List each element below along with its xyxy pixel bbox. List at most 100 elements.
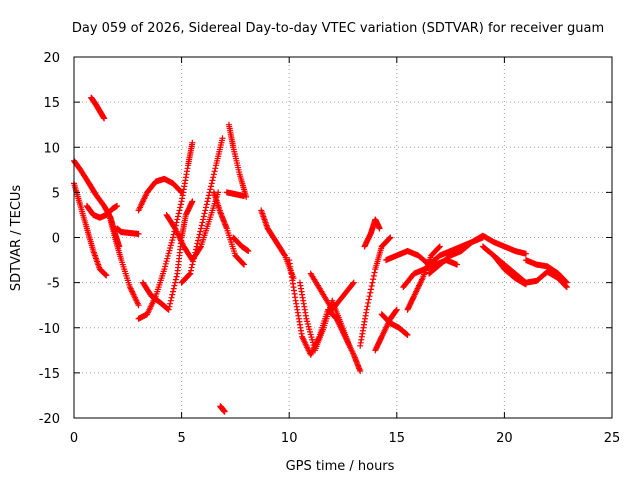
data-point — [196, 231, 203, 238]
data-point — [367, 286, 374, 293]
data-point — [195, 237, 202, 244]
data-point — [177, 204, 184, 211]
data-point — [200, 213, 207, 220]
y-tick-label: 10 — [43, 141, 60, 156]
y-tick-label: 15 — [43, 96, 60, 111]
data-point — [189, 139, 196, 146]
data-point — [454, 261, 461, 268]
data-point — [204, 198, 211, 205]
data-point — [164, 252, 171, 259]
data-point — [203, 201, 210, 208]
data-point — [349, 280, 356, 287]
y-tick-label: -10 — [39, 322, 60, 337]
data-point — [211, 168, 218, 175]
data-point — [103, 272, 110, 279]
data-point — [169, 234, 176, 241]
data-point — [167, 245, 174, 252]
data-point — [173, 219, 180, 226]
data-point — [189, 198, 196, 205]
data-point — [386, 235, 393, 242]
data-point — [167, 300, 174, 307]
data-point — [187, 270, 194, 277]
data-point — [210, 171, 217, 178]
data-point — [357, 368, 364, 375]
data-point — [174, 216, 181, 223]
data-point — [281, 251, 288, 258]
data-point — [202, 207, 209, 214]
x-tick-label: 25 — [604, 431, 621, 446]
data-point — [221, 408, 228, 415]
data-point — [307, 328, 314, 335]
data-point — [101, 115, 108, 122]
data-point — [194, 240, 201, 247]
data-point — [207, 186, 214, 193]
data-point — [363, 306, 370, 313]
y-tick-label: 5 — [52, 186, 60, 201]
y-tick-label: -5 — [47, 277, 60, 292]
data-point — [199, 219, 206, 226]
data-point — [169, 291, 176, 298]
x-tick-label: 5 — [177, 431, 185, 446]
data-point — [366, 293, 373, 300]
data-point — [197, 228, 204, 235]
data-point — [365, 296, 372, 303]
y-tick-label: -20 — [39, 412, 60, 427]
data-point — [163, 258, 170, 265]
data-point — [188, 264, 195, 271]
tick-labels: 0 5 10 15 20 25 -20 -15 -10 -5 0 5 10 15 20 — [39, 51, 621, 446]
data-point — [365, 299, 372, 306]
data-point — [168, 239, 175, 246]
data-point — [164, 255, 171, 262]
data-point — [166, 303, 173, 310]
data-point — [306, 326, 313, 333]
x-axis-label: GPS time / hours — [286, 459, 395, 474]
data-point — [114, 202, 121, 209]
data-point — [175, 210, 182, 217]
data-point — [176, 207, 183, 214]
data-point — [162, 263, 169, 270]
data-point — [167, 297, 174, 304]
data-point — [307, 331, 314, 338]
data-point — [219, 135, 226, 142]
data-point — [303, 315, 310, 322]
data-point — [370, 272, 377, 279]
data-point — [161, 266, 168, 273]
data-point — [169, 288, 176, 295]
data-point — [387, 234, 394, 241]
data-point — [171, 282, 178, 289]
data-point — [370, 276, 377, 283]
data-point — [210, 174, 217, 181]
data-point — [436, 243, 443, 250]
data-point — [167, 242, 174, 249]
data-point — [522, 250, 529, 257]
x-tick-label: 20 — [496, 431, 513, 446]
data-point — [201, 210, 208, 217]
data-point — [241, 192, 248, 199]
y-tick-label: 0 — [52, 232, 60, 247]
data-point — [172, 276, 179, 283]
data-point — [209, 177, 216, 184]
data-point — [135, 230, 142, 237]
grid-lines — [74, 57, 612, 418]
data-point — [563, 278, 570, 285]
data-point — [178, 189, 185, 196]
data-point — [165, 250, 172, 257]
y-axis-label: SDTVAR / TECUs — [9, 185, 24, 292]
data-point — [165, 306, 172, 313]
data-point — [205, 192, 212, 199]
data-point — [305, 323, 312, 330]
data-point — [186, 271, 193, 278]
data-point — [166, 247, 173, 254]
data-point — [367, 289, 374, 296]
data-point — [369, 279, 376, 286]
data-point — [240, 260, 247, 267]
x-tick-label: 15 — [389, 431, 406, 446]
data-point — [172, 279, 179, 286]
data-point — [208, 180, 215, 187]
data-point — [177, 188, 184, 195]
chart-title: Day 059 of 2026, Sidereal Day-to-day VTE… — [72, 21, 604, 36]
data-point — [212, 165, 219, 172]
data-point — [205, 195, 212, 202]
data-point — [245, 248, 252, 255]
